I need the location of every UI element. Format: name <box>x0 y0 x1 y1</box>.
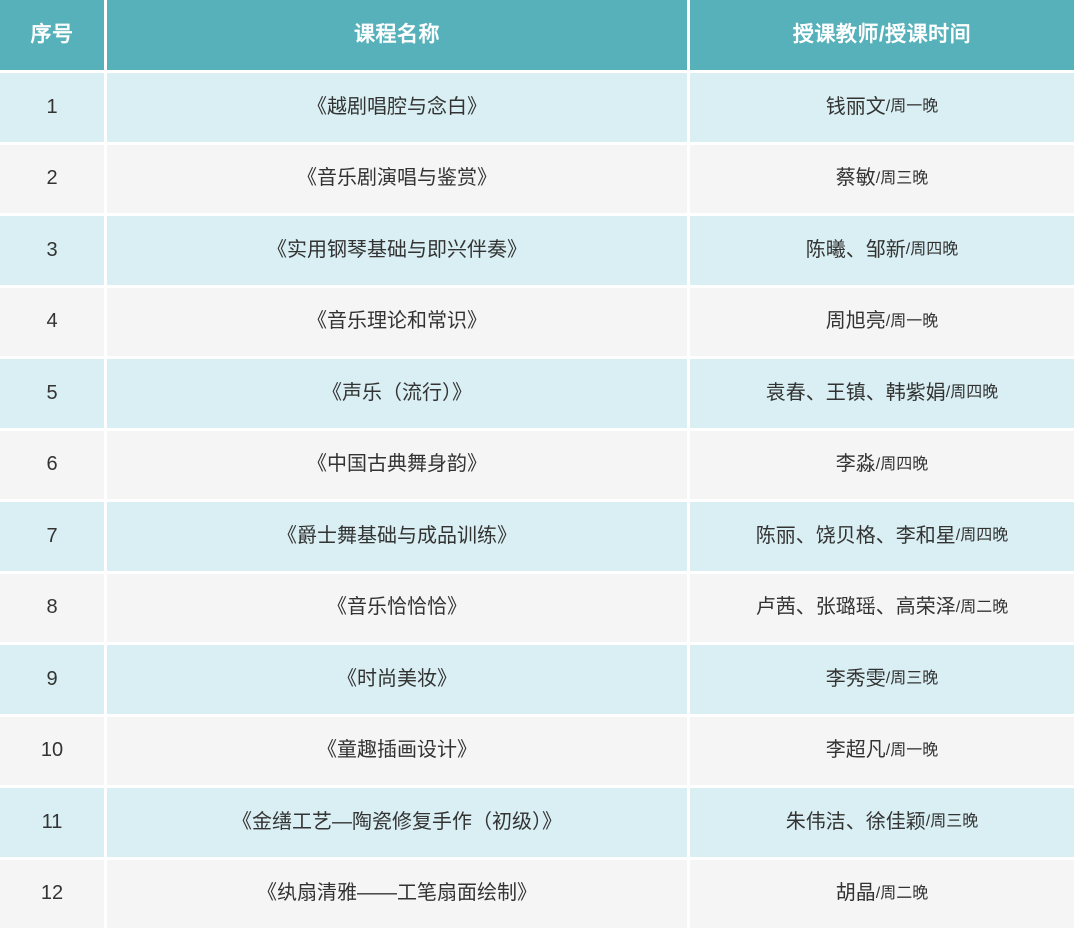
course-name-cell: 《中国古典舞身韵》 <box>107 430 687 499</box>
teacher-names: 李超凡 <box>825 739 886 762</box>
teacher-time-cell: 钱丽文/周一晚 <box>690 73 1074 142</box>
class-time: /周一晚 <box>885 312 939 330</box>
teacher-names: 周旭亮 <box>825 310 886 333</box>
row-index-cell: 3 <box>0 216 104 285</box>
row-index-cell: 9 <box>0 645 104 714</box>
teacher-names: 袁春、王镇、韩紫娟 <box>765 381 946 404</box>
row-index: 9 <box>46 667 58 690</box>
course-name: 《爵士舞基础与成品训练》 <box>277 524 517 547</box>
row-index-cell: 5 <box>0 359 104 428</box>
row-index-cell: 10 <box>0 716 104 785</box>
class-time: /周四晚 <box>955 527 1009 545</box>
row-index-cell: 7 <box>0 502 104 571</box>
class-time: /周三晚 <box>885 670 939 688</box>
teacher-names: 李秀雯 <box>825 667 886 690</box>
teacher-time-cell: 陈丽、饶贝格、李和星/周四晚 <box>690 502 1074 571</box>
teacher-time-cell: 胡晶/周二晚 <box>690 859 1074 928</box>
row-index-cell: 2 <box>0 144 104 213</box>
column-header-course: 课程名称 <box>107 0 687 70</box>
teacher-time-cell: 李超凡/周一晚 <box>690 716 1074 785</box>
course-name-cell: 《实用钢琴基础与即兴伴奏》 <box>107 216 687 285</box>
row-index: 12 <box>40 882 64 905</box>
teacher-time-cell: 蔡敏/周三晚 <box>690 144 1074 213</box>
column-header-index: 序号 <box>0 0 104 70</box>
row-index: 4 <box>46 310 58 333</box>
row-index: 1 <box>46 95 58 118</box>
course-name-cell: 《声乐（流行）》 <box>107 359 687 428</box>
course-name-cell: 《越剧唱腔与念白》 <box>107 73 687 142</box>
row-index: 3 <box>46 238 58 261</box>
course-name: 《实用钢琴基础与即兴伴奏》 <box>267 238 527 261</box>
row-index-cell: 4 <box>0 287 104 356</box>
class-time: /周四晚 <box>905 241 959 259</box>
class-time: /周一晚 <box>885 98 939 116</box>
teacher-time-cell: 卢茜、张璐瑶、高荣泽/周二晚 <box>690 573 1074 642</box>
column-header-teacher-time: 授课教师/授课时间 <box>690 0 1074 70</box>
course-name-cell: 《爵士舞基础与成品训练》 <box>107 502 687 571</box>
class-time: /周三晚 <box>875 169 929 187</box>
teacher-names: 胡晶 <box>835 882 876 905</box>
course-name-cell: 《时尚美妆》 <box>107 645 687 714</box>
course-name: 《音乐剧演唱与鉴赏》 <box>297 167 497 190</box>
course-name-cell: 《音乐恰恰恰》 <box>107 573 687 642</box>
teacher-names: 卢茜、张璐瑶、高荣泽 <box>755 596 956 619</box>
class-time: /周二晚 <box>955 598 1009 616</box>
row-index-cell: 8 <box>0 573 104 642</box>
teacher-names: 李淼 <box>835 453 876 476</box>
class-time: /周一晚 <box>885 741 939 759</box>
teacher-time-cell: 朱伟洁、徐佳颖/周三晚 <box>690 788 1074 857</box>
teacher-time-cell: 李淼/周四晚 <box>690 430 1074 499</box>
row-index-cell: 1 <box>0 73 104 142</box>
course-name-cell: 《金缮工艺—陶瓷修复手作（初级）》 <box>107 788 687 857</box>
row-index: 6 <box>46 453 58 476</box>
course-name: 《音乐恰恰恰》 <box>327 596 467 619</box>
teacher-names: 钱丽文 <box>825 95 886 118</box>
class-time: /周三晚 <box>925 813 979 831</box>
teacher-names: 陈丽、饶贝格、李和星 <box>755 524 956 547</box>
course-name-cell: 《纨扇清雅——工笔扇面绘制》 <box>107 859 687 928</box>
course-name: 《金缮工艺—陶瓷修复手作（初级）》 <box>232 810 562 833</box>
row-index-cell: 6 <box>0 430 104 499</box>
course-name: 《中国古典舞身韵》 <box>307 453 487 476</box>
course-name: 《音乐理论和常识》 <box>307 310 487 333</box>
teacher-time-cell: 李秀雯/周三晚 <box>690 645 1074 714</box>
teacher-time-cell: 周旭亮/周一晚 <box>690 287 1074 356</box>
teacher-names: 朱伟洁、徐佳颖 <box>785 810 926 833</box>
course-name: 《声乐（流行）》 <box>322 381 472 404</box>
class-time: /周二晚 <box>875 884 929 902</box>
row-index: 8 <box>46 596 58 619</box>
row-index: 5 <box>46 381 58 404</box>
row-index: 11 <box>41 810 63 833</box>
row-index: 10 <box>40 739 64 762</box>
row-index-cell: 12 <box>0 859 104 928</box>
row-index-cell: 11 <box>0 788 104 857</box>
class-time: /周四晚 <box>945 384 999 402</box>
course-name-cell: 《音乐理论和常识》 <box>107 287 687 356</box>
row-index: 7 <box>46 524 58 547</box>
teacher-names: 陈曦、邹新 <box>805 238 906 261</box>
course-name-cell: 《童趣插画设计》 <box>107 716 687 785</box>
course-name: 《纨扇清雅——工笔扇面绘制》 <box>257 882 537 905</box>
course-name: 《童趣插画设计》 <box>317 739 477 762</box>
teacher-time-cell: 袁春、王镇、韩紫娟/周四晚 <box>690 359 1074 428</box>
class-time: /周四晚 <box>875 455 929 473</box>
course-name-cell: 《音乐剧演唱与鉴赏》 <box>107 144 687 213</box>
row-index: 2 <box>46 167 58 190</box>
course-name: 《时尚美妆》 <box>337 667 457 690</box>
teacher-time-cell: 陈曦、邹新/周四晚 <box>690 216 1074 285</box>
course-name: 《越剧唱腔与念白》 <box>307 95 487 118</box>
teacher-names: 蔡敏 <box>835 167 876 190</box>
